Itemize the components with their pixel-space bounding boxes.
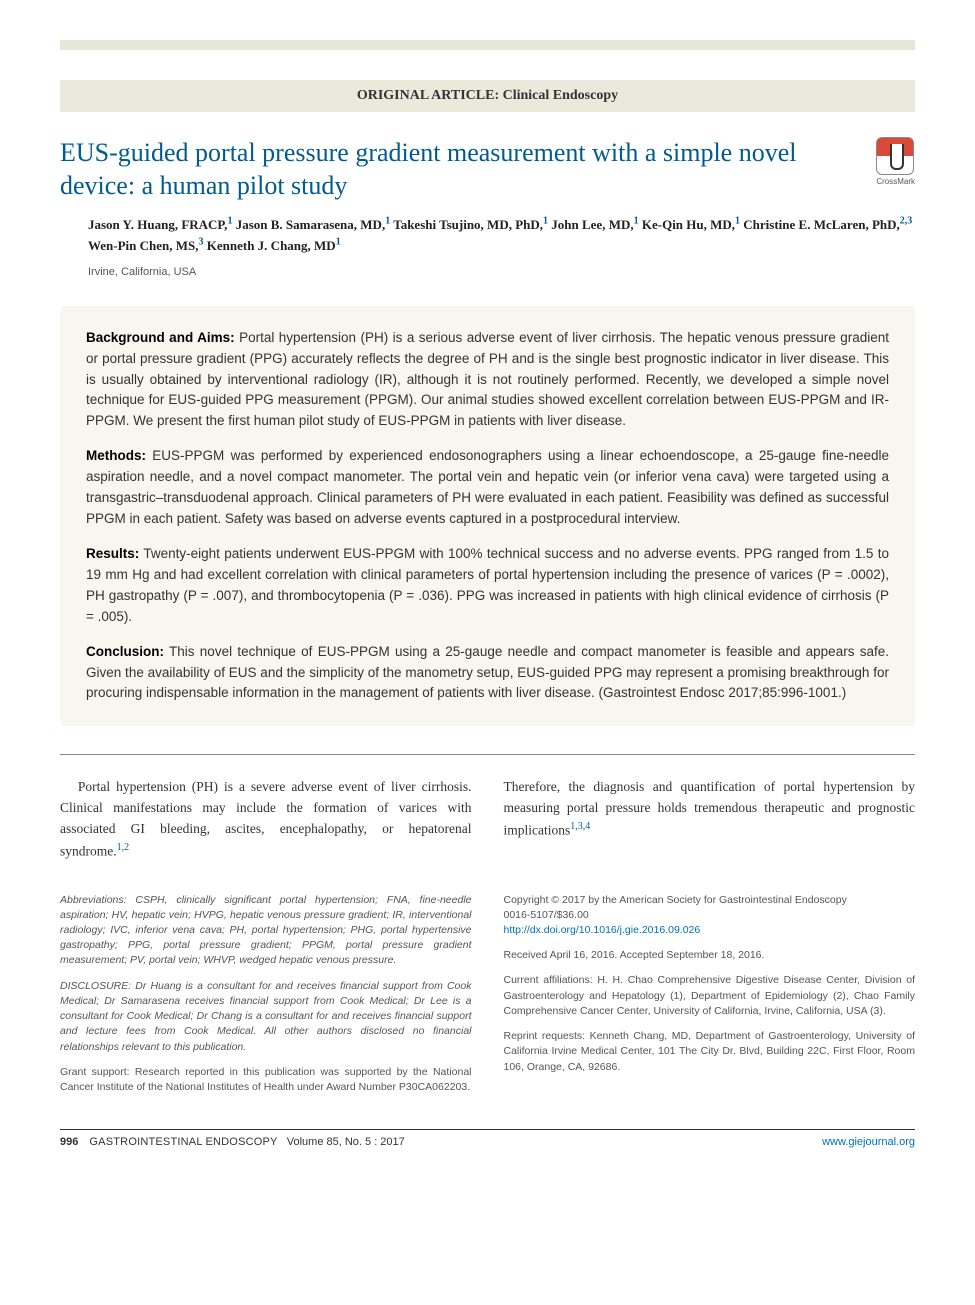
title-row: EUS-guided portal pressure gradient meas… (60, 137, 915, 202)
intro-para-2: Therefore, the diagnosis and quantificat… (504, 777, 916, 841)
disclosure-note: DISCLOSURE: Dr Huang is a consultant for… (60, 979, 472, 1055)
footer-left: 996 GASTROINTESTINAL ENDOSCOPY Volume 85… (60, 1136, 405, 1148)
copyright-line-2: 0016-5107/$36.00 (504, 909, 589, 921)
crossmark-label: CrossMark (876, 177, 915, 186)
abstract-conclusion: Conclusion: This novel technique of EUS-… (86, 642, 889, 705)
article-page: ORIGINAL ARTICLE: Clinical Endoscopy EUS… (0, 0, 975, 1178)
author-list: Jason Y. Huang, FRACP,1 Jason B. Samaras… (60, 214, 915, 256)
intro-text-2: Therefore, the diagnosis and quantificat… (504, 779, 916, 837)
top-accent-bar (60, 40, 915, 50)
doi-link[interactable]: http://dx.doi.org/10.1016/j.gie.2016.09.… (504, 924, 701, 936)
copyright-note: Copyright © 2017 by the American Society… (504, 893, 916, 939)
sec-label-background: Background and Aims: (86, 330, 235, 345)
journal-url[interactable]: www.giejournal.org (822, 1136, 915, 1148)
ref-link[interactable]: 1,3,4 (570, 821, 590, 832)
copyright-line-1: Copyright © 2017 by the American Society… (504, 894, 847, 906)
sec-label-results: Results: (86, 546, 139, 561)
journal-name: GASTROINTESTINAL ENDOSCOPY (89, 1136, 277, 1148)
grant-note: Grant support: Research reported in this… (60, 1065, 472, 1095)
abstract-box: Background and Aims: Portal hypertension… (60, 306, 915, 727)
intro-para-1: Portal hypertension (PH) is a severe adv… (60, 777, 472, 862)
author-location: Irvine, California, USA (60, 266, 915, 278)
reprint-note: Reprint requests: Kenneth Chang, MD, Dep… (504, 1029, 916, 1075)
sec-label-methods: Methods: (86, 448, 146, 463)
ref-link[interactable]: 1,2 (117, 842, 130, 853)
footnote-col-right: Copyright © 2017 by the American Society… (504, 893, 916, 1106)
crossmark-badge[interactable]: CrossMark (876, 137, 915, 186)
issue-info: Volume 85, No. 5 : 2017 (287, 1136, 405, 1148)
page-number: 996 (60, 1136, 78, 1148)
affiliations-note: Current affiliations: H. H. Chao Compreh… (504, 973, 916, 1019)
abbreviations-note: Abbreviations: CSPH, clinically signific… (60, 893, 472, 969)
authors-text: Jason Y. Huang, FRACP,1 Jason B. Samaras… (88, 217, 912, 253)
sec-text-results: Twenty-eight patients underwent EUS-PPGM… (86, 546, 889, 624)
body-col-right: Therefore, the diagnosis and quantificat… (504, 777, 916, 874)
footnote-col-left: Abbreviations: CSPH, clinically signific… (60, 893, 472, 1106)
crossmark-icon (876, 137, 914, 175)
abstract-background: Background and Aims: Portal hypertension… (86, 328, 889, 433)
body-columns: Portal hypertension (PH) is a severe adv… (60, 777, 915, 874)
sec-label-conclusion: Conclusion: (86, 644, 164, 659)
sec-text-conclusion: This novel technique of EUS-PPGM using a… (86, 644, 889, 701)
abstract-results: Results: Twenty-eight patients underwent… (86, 544, 889, 628)
abstract-methods: Methods: EUS-PPGM was performed by exper… (86, 446, 889, 530)
body-col-left: Portal hypertension (PH) is a severe adv… (60, 777, 472, 874)
section-divider (60, 754, 915, 755)
sec-text-methods: EUS-PPGM was performed by experienced en… (86, 448, 889, 526)
article-title: EUS-guided portal pressure gradient meas… (60, 137, 820, 202)
category-header: ORIGINAL ARTICLE: Clinical Endoscopy (60, 80, 915, 112)
received-note: Received April 16, 2016. Accepted Septem… (504, 948, 916, 963)
footnote-columns: Abbreviations: CSPH, clinically signific… (60, 893, 915, 1106)
page-footer: 996 GASTROINTESTINAL ENDOSCOPY Volume 85… (60, 1129, 915, 1148)
